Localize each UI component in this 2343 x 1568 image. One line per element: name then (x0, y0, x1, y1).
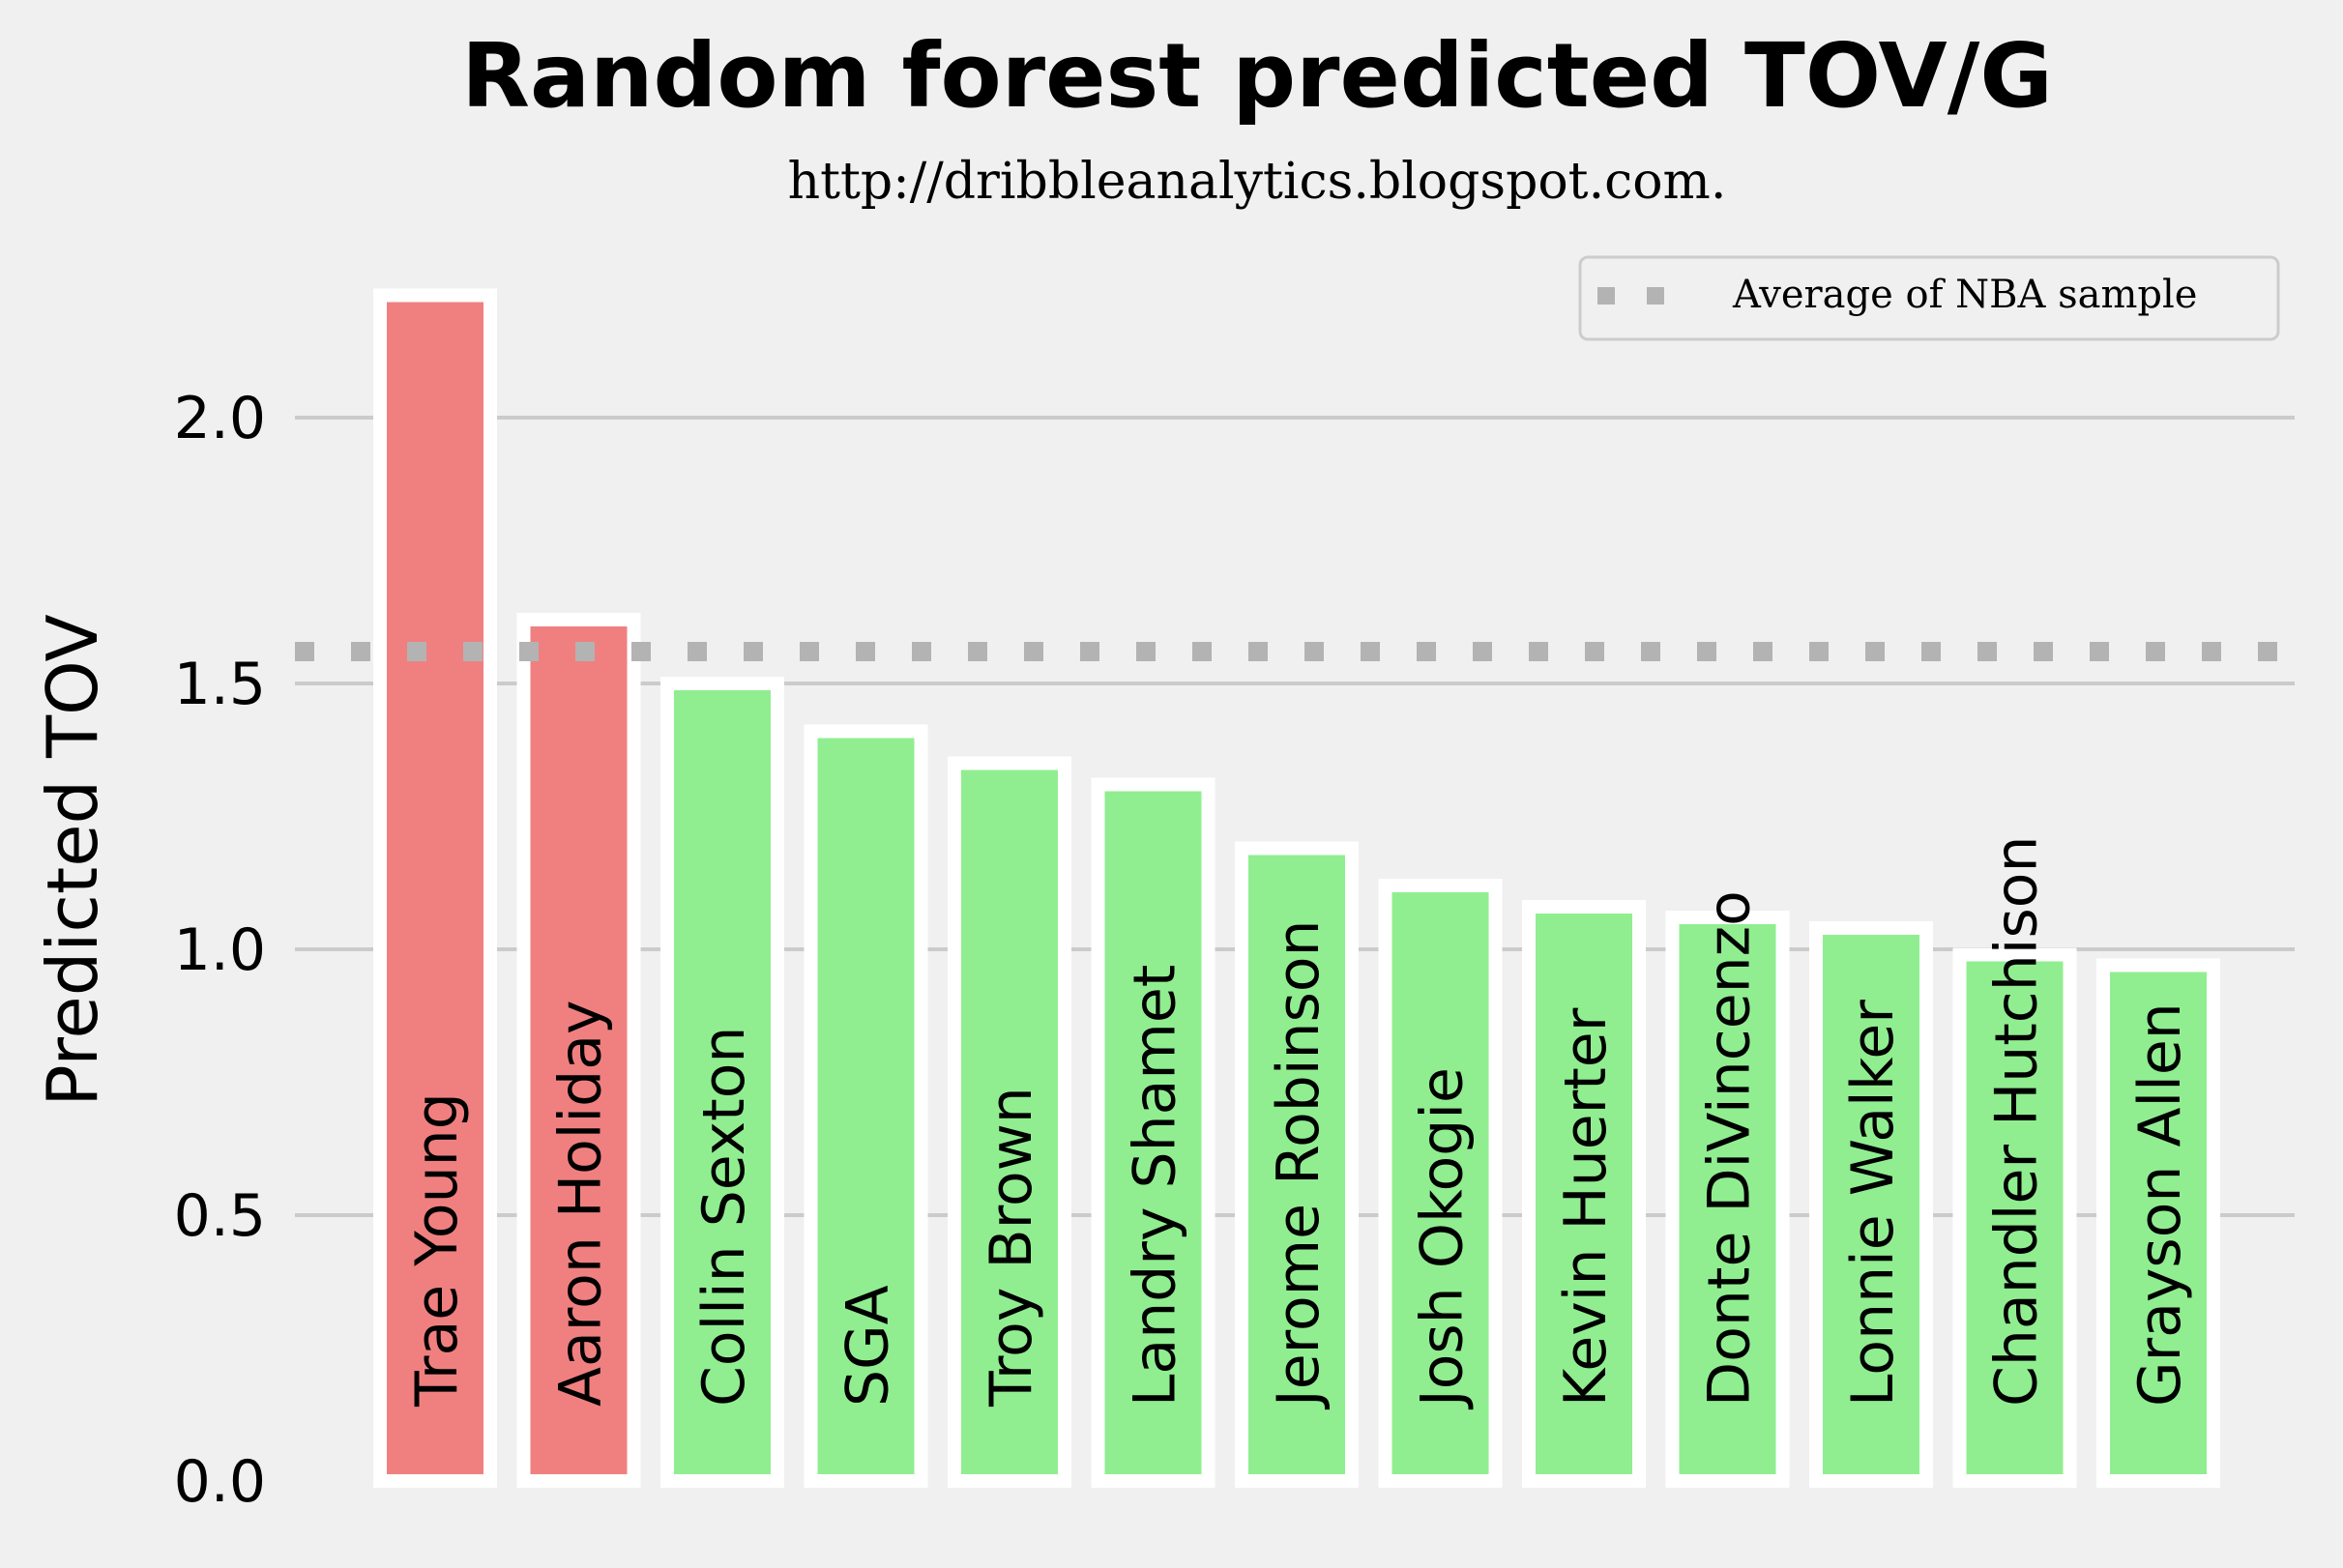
bar-label-1: Aaron Holiday (547, 1001, 615, 1408)
chart-subtitle: http://dribbleanalytics.blogspot.com. (788, 153, 1727, 211)
bar-10 (1809, 921, 1933, 1488)
bars (373, 288, 2220, 1488)
bar-label-7: Josh Okogie (1409, 1067, 1477, 1410)
bar-label-6: Jerome Robinson (1265, 919, 1333, 1410)
bar-label-11: Chandler Hutchison (1983, 836, 2051, 1407)
bar-label-2: Collin Sexton (690, 1027, 758, 1407)
bar-labels: Trae Young Aaron Holiday Collin Sexton SGA T… (403, 836, 2194, 1410)
bar-5 (1091, 777, 1215, 1488)
y-axis-label: Predicted TOV (32, 614, 113, 1107)
y-tick-label-3: 1.5 (174, 651, 266, 718)
bar-label-4: Troy Brown (978, 1087, 1045, 1408)
bar-label-12: Grayson Allen (2126, 1002, 2194, 1407)
bar-7 (1378, 879, 1503, 1488)
chart-title: Random forest predicted TOV/G (461, 24, 2053, 128)
bar-6 (1235, 841, 1359, 1488)
legend-label: Average of NBA sample (1732, 273, 2197, 317)
y-axis-ticks: 0.0 0.5 1.0 1.5 2.0 (174, 385, 266, 1516)
legend-box (1578, 255, 2280, 341)
bar-label-9: Donte DiVincenzo (1696, 890, 1764, 1407)
bar-9 (1665, 911, 1790, 1488)
bar-3 (804, 724, 928, 1488)
bar-12 (2096, 958, 2220, 1488)
bar-2 (660, 677, 784, 1488)
bar-label-0: Trae Young (403, 1092, 471, 1408)
y-tick-label-1: 0.5 (174, 1182, 266, 1250)
bar-8 (1522, 900, 1646, 1488)
y-tick-label-0: 0.0 (174, 1448, 266, 1516)
bar-11 (1952, 947, 2077, 1488)
y-tick-label-4: 2.0 (174, 385, 266, 452)
bar-label-10: Lonnie Walker (1839, 1000, 1907, 1407)
bar-label-3: SGA (835, 1285, 902, 1407)
bar-label-8: Kevin Huerter (1552, 1007, 1620, 1407)
bar-1 (516, 613, 641, 1488)
legend: Average of NBA sample (1578, 255, 2280, 341)
y-tick-label-2: 1.0 (174, 916, 266, 984)
bar-4 (948, 756, 1071, 1488)
bar-0 (373, 288, 497, 1488)
bar-label-5: Landry Shamet (1122, 965, 1189, 1407)
